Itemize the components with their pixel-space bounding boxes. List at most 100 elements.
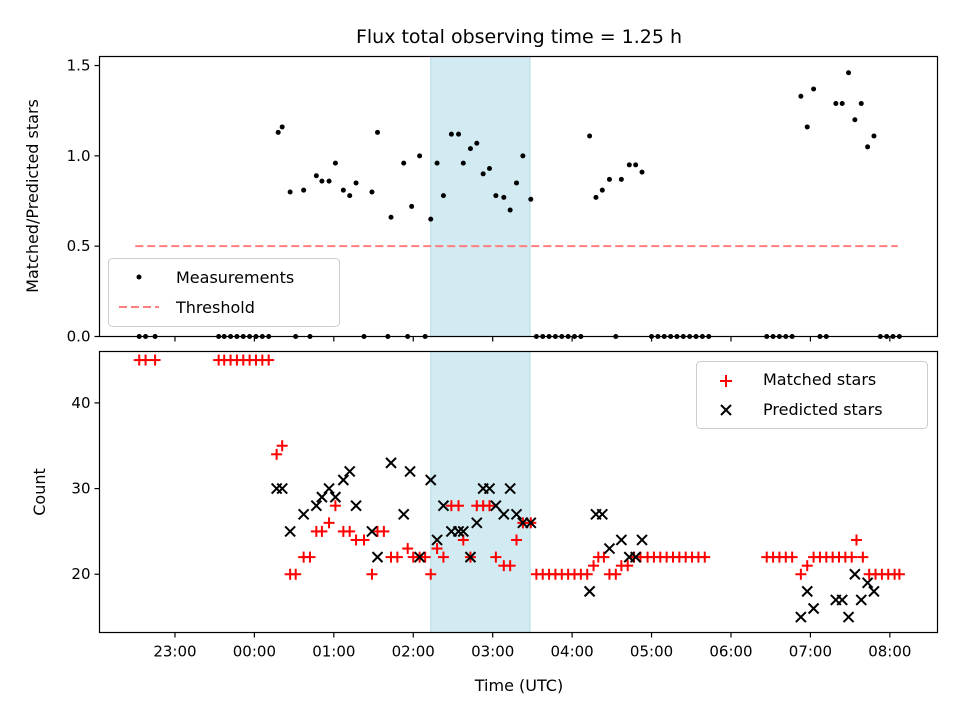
legend-marker-predicted <box>720 404 732 416</box>
predicted-point <box>504 482 516 495</box>
bottom-y-tick-label: 40 <box>71 394 90 412</box>
matched-point <box>610 568 622 580</box>
bottom-plot-frame <box>98 350 939 634</box>
measurement-point <box>375 129 381 135</box>
top-highlight-rect <box>430 56 531 337</box>
predicted-point <box>636 534 648 546</box>
measurement-point <box>480 171 486 177</box>
legend-label-measurements: Measurements <box>176 268 294 287</box>
matched-series <box>133 354 905 580</box>
bottom-y-axis-label: Count <box>30 468 49 516</box>
matched-point <box>598 551 610 563</box>
matched-point <box>484 500 496 512</box>
measurement-point <box>804 124 810 130</box>
predicted-point <box>471 517 483 529</box>
matched-point <box>323 517 335 529</box>
x-tick-label: 06:00 <box>709 643 752 661</box>
top-panel: 0.0 0.5 1.0 1.5 Matched/Predicted stars Mea… <box>23 55 939 346</box>
x-axis-label: Time (UTC) <box>474 676 563 695</box>
measurement-point <box>353 180 359 186</box>
bottom-legend: Matched stars Predicted stars <box>696 361 928 429</box>
measurement-point <box>520 153 526 159</box>
x-tick-label: 04:00 <box>550 643 593 661</box>
x-tick-label: 08:00 <box>868 643 911 661</box>
measurement-point <box>606 176 612 182</box>
top-y-axis: 0.0 0.5 1.0 1.5 <box>67 57 100 346</box>
x-tick-label: 02:00 <box>392 643 435 661</box>
measurement-point <box>858 100 864 106</box>
predicted-point <box>849 568 861 580</box>
measurement-point <box>618 176 624 182</box>
chart-title: Flux total observing time = 1.25 h <box>356 26 682 48</box>
measurement-point <box>852 117 858 123</box>
predicted-point <box>284 525 296 538</box>
predicted-point <box>457 525 470 538</box>
measurement-point <box>865 144 871 150</box>
measurement-point <box>871 133 877 139</box>
measurement-point <box>440 193 446 199</box>
matched-point <box>329 500 341 512</box>
predicted-point <box>603 542 616 555</box>
matched-point <box>511 534 523 546</box>
measurement-point <box>401 160 407 166</box>
measurement-point <box>507 207 513 213</box>
measurement-point <box>811 86 817 92</box>
matched-point <box>316 525 328 537</box>
x-tick-label: 00:00 <box>233 643 276 661</box>
x-tick-label: 05:00 <box>630 643 673 661</box>
measurement-point <box>319 178 325 184</box>
matched-point <box>290 568 302 580</box>
measurement-point <box>493 193 499 199</box>
measurement-point <box>846 70 852 76</box>
measurement-point <box>332 160 338 166</box>
matched-point <box>795 568 807 580</box>
bottom-y-axis: 20 30 40 <box>71 394 100 583</box>
measurement-point <box>326 178 332 184</box>
predicted-point <box>464 551 477 563</box>
x-tick-label: 03:00 <box>471 643 514 661</box>
measurement-point <box>528 196 534 202</box>
top-highlight-band <box>430 56 531 337</box>
measurement-point <box>639 169 645 175</box>
top-y-axis-label: Matched/Predicted stars <box>23 99 42 293</box>
matched-point <box>588 560 600 572</box>
predicted-point <box>404 465 416 478</box>
predicted-point <box>861 577 874 589</box>
measurement-point <box>460 160 466 166</box>
matched-point <box>490 551 502 563</box>
predicted-point <box>398 508 410 520</box>
predicted-point <box>431 534 443 546</box>
predicted-point <box>366 525 378 538</box>
measurement-point <box>434 160 440 166</box>
measurement-point <box>340 187 346 193</box>
matched-point <box>271 448 283 460</box>
measurement-point <box>409 203 415 209</box>
legend-marker-measurements <box>136 274 142 280</box>
measurement-point <box>587 133 593 139</box>
predicted-point <box>629 551 642 563</box>
top-y-tick-label: 0.5 <box>67 237 91 255</box>
matched-point <box>846 551 858 563</box>
predicted-point <box>452 525 465 538</box>
matched-point <box>622 560 634 572</box>
matched-point <box>304 551 316 563</box>
predicted-point <box>385 457 397 469</box>
predicted-point <box>437 500 450 512</box>
measurement-point <box>467 146 473 152</box>
measurement-point <box>474 140 480 146</box>
matched-point <box>699 551 711 563</box>
predicted-point <box>425 474 437 486</box>
predicted-point <box>525 517 537 529</box>
matched-point <box>391 551 403 563</box>
matched-point <box>366 568 378 580</box>
predicted-point <box>329 491 342 503</box>
predicted-point <box>801 585 813 598</box>
measurement-point <box>301 187 307 193</box>
predicted-point <box>483 482 496 495</box>
measurement-point <box>798 93 804 99</box>
matched-point <box>857 551 869 563</box>
predicted-point <box>836 594 848 606</box>
predicted-point <box>316 491 328 503</box>
measurement-point <box>448 131 454 137</box>
